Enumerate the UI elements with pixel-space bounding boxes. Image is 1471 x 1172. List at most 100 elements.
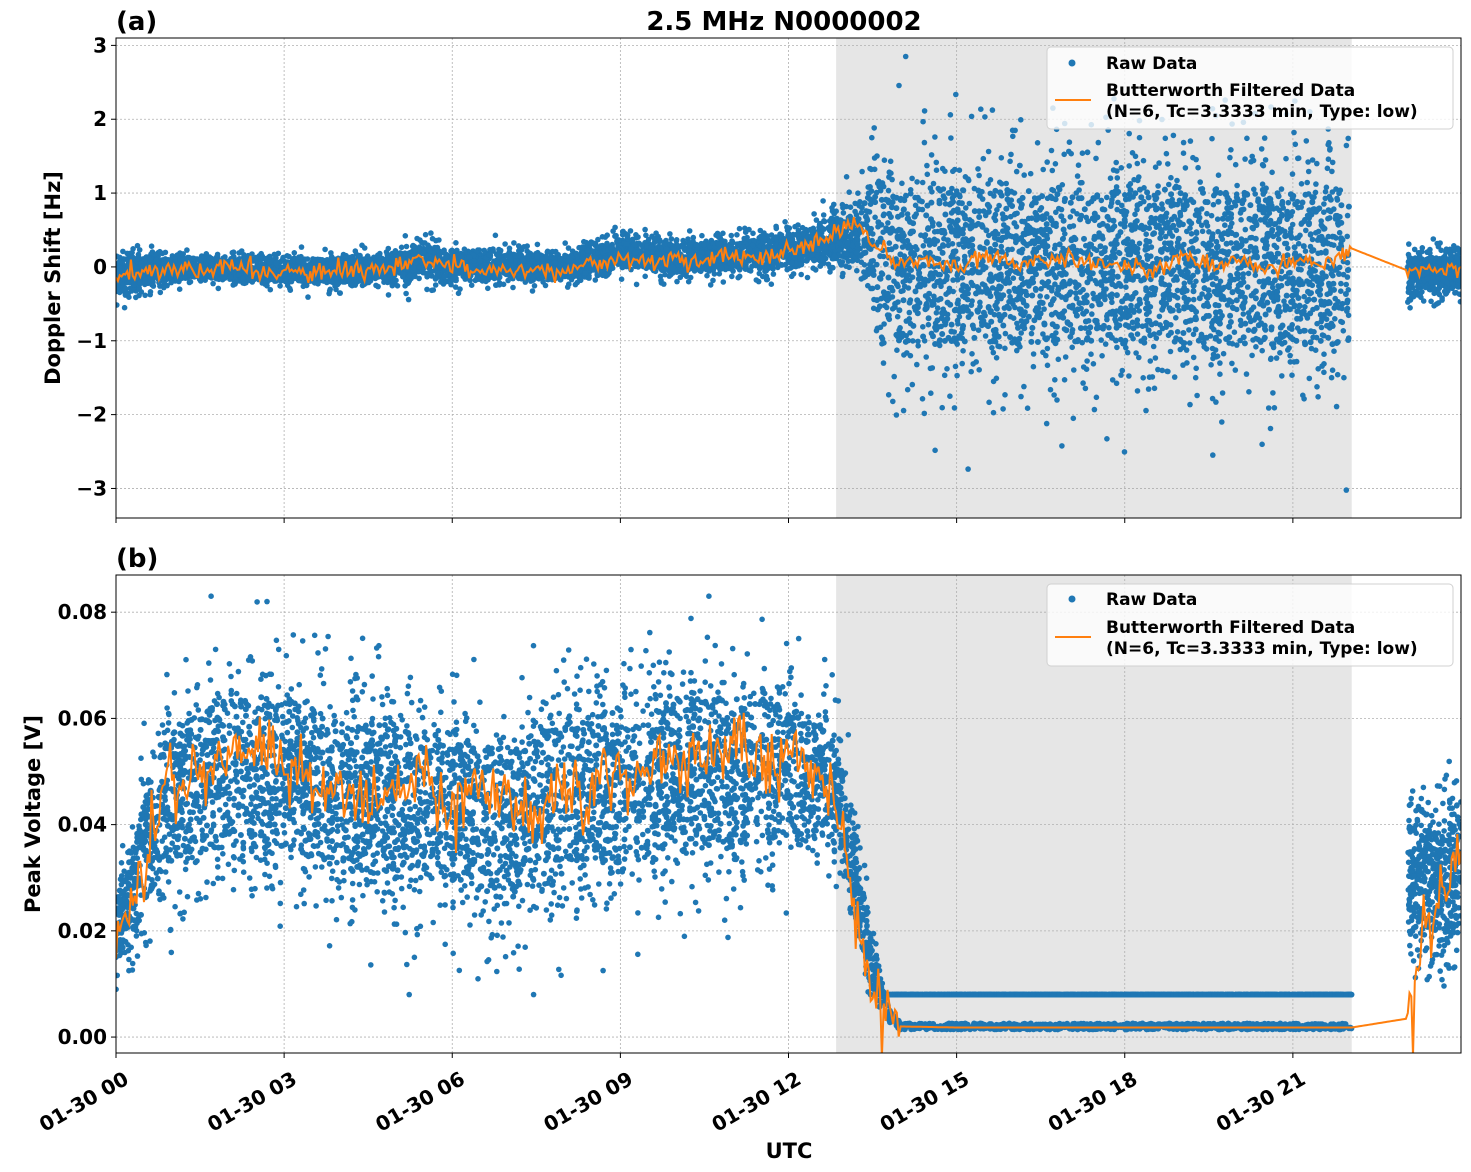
raw-data-point — [565, 245, 572, 251]
raw-data-point — [1203, 346, 1210, 352]
raw-data-point — [947, 393, 953, 400]
raw-data-point — [564, 284, 571, 290]
panel-a-plot-area — [116, 53, 1461, 493]
raw-data-point — [1133, 350, 1139, 356]
raw-data-point — [490, 246, 496, 252]
raw-data-point — [142, 292, 148, 299]
raw-data-point — [1245, 327, 1252, 334]
raw-data-point — [1016, 162, 1023, 169]
raw-data-point — [936, 221, 943, 228]
raw-data-point — [904, 386, 911, 393]
raw-data-point — [392, 248, 399, 254]
raw-data-point — [667, 231, 673, 237]
raw-data-point — [1170, 132, 1177, 139]
raw-data-point — [322, 246, 328, 253]
raw-data-point — [1293, 358, 1300, 365]
raw-data-point — [1006, 288, 1012, 295]
raw-data-point — [1333, 403, 1340, 410]
raw-data-point — [1021, 172, 1027, 178]
panel-a-label: (a) — [116, 7, 157, 37]
raw-data-point — [896, 82, 902, 89]
raw-data-point — [1131, 176, 1137, 183]
raw-data-point — [1104, 194, 1110, 201]
raw-data-point — [1090, 290, 1096, 297]
raw-data-point — [961, 237, 967, 243]
raw-data-point — [1244, 284, 1251, 290]
raw-data-point — [1289, 171, 1296, 177]
raw-data-point — [643, 232, 649, 239]
raw-data-point — [1121, 449, 1128, 455]
raw-data-point — [1165, 161, 1171, 167]
raw-data-point — [1058, 294, 1065, 300]
raw-data-point — [1134, 317, 1141, 323]
raw-data-point — [933, 310, 940, 316]
raw-data-point — [1257, 217, 1264, 223]
raw-data-point — [810, 265, 816, 272]
raw-data-point — [1321, 201, 1327, 207]
raw-data-point — [947, 112, 954, 118]
raw-data-point — [1070, 415, 1077, 422]
raw-data-point — [920, 243, 927, 249]
raw-data-point — [1187, 401, 1193, 408]
raw-data-point — [612, 224, 618, 231]
raw-data-point — [1323, 316, 1330, 323]
raw-data-point — [1052, 281, 1058, 288]
raw-data-point — [1315, 394, 1321, 400]
raw-data-point — [874, 153, 880, 159]
raw-data-point — [1089, 303, 1095, 309]
raw-data-point — [1334, 371, 1341, 378]
raw-data-point — [975, 166, 981, 172]
raw-data-point — [927, 365, 934, 372]
raw-data-point — [914, 179, 920, 185]
raw-data-point — [599, 234, 606, 240]
raw-data-point — [784, 224, 790, 230]
raw-data-point — [1289, 209, 1296, 215]
raw-data-point — [881, 340, 887, 346]
raw-data-point — [1278, 186, 1285, 192]
raw-data-point — [1014, 320, 1020, 327]
raw-data-point — [1222, 222, 1228, 228]
raw-data-point — [873, 327, 880, 334]
raw-data-point — [1044, 159, 1050, 165]
raw-data-point — [1074, 173, 1081, 179]
raw-data-point — [939, 404, 945, 411]
raw-data-point — [1123, 284, 1129, 291]
raw-data-point — [1220, 350, 1227, 357]
raw-data-point — [403, 243, 410, 250]
raw-data-point — [1089, 311, 1095, 317]
raw-data-point — [716, 234, 722, 241]
raw-data-point — [868, 166, 875, 173]
raw-data-point — [798, 271, 804, 278]
raw-data-point — [1114, 168, 1120, 174]
raw-data-point — [1143, 231, 1149, 237]
raw-data-point — [1044, 345, 1051, 352]
raw-data-point — [699, 232, 705, 239]
raw-data-point — [121, 304, 128, 311]
raw-data-point — [1209, 320, 1215, 326]
raw-data-point — [1321, 226, 1327, 232]
raw-data-point — [757, 227, 764, 234]
raw-data-point — [955, 321, 961, 327]
raw-data-point — [420, 240, 427, 247]
raw-data-point — [899, 180, 905, 187]
raw-data-point — [1282, 240, 1288, 247]
raw-data-point — [291, 250, 298, 256]
raw-data-point — [1292, 141, 1299, 148]
raw-data-point — [995, 236, 1002, 243]
raw-data-point — [849, 258, 856, 264]
raw-data-point — [930, 180, 937, 187]
raw-data-point — [1182, 165, 1189, 171]
raw-data-point — [1136, 134, 1143, 141]
raw-data-point — [1054, 397, 1060, 403]
raw-data-point — [1287, 359, 1294, 365]
raw-data-point — [1209, 395, 1216, 402]
raw-data-point — [998, 155, 1005, 161]
raw-data-point — [249, 251, 255, 257]
raw-data-point — [1234, 182, 1240, 189]
raw-data-point — [862, 273, 869, 280]
raw-data-point — [969, 351, 975, 357]
raw-data-point — [1030, 351, 1037, 357]
raw-data-point — [668, 236, 675, 242]
raw-data-point — [1006, 305, 1012, 312]
raw-data-point — [1328, 374, 1335, 381]
